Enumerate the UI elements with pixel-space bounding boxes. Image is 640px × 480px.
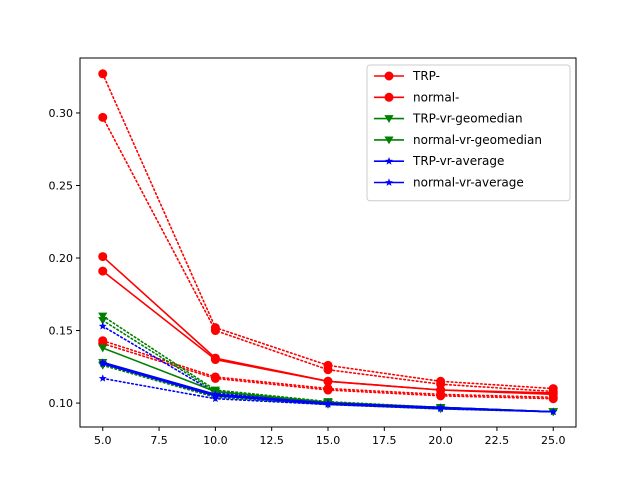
legend-entry: TRP-vr-geomedian — [374, 112, 523, 126]
series-1 — [98, 266, 558, 399]
y-tick-label: 0.25 — [49, 179, 74, 192]
legend-marker — [384, 136, 394, 145]
legend-marker — [384, 71, 394, 81]
legend-label: normal-vr-geomedian — [413, 133, 542, 147]
data-point — [549, 407, 558, 416]
y-tick-label: 0.30 — [49, 107, 74, 120]
legend-label: TRP-vr-average — [412, 154, 504, 168]
legend-entry: normal- — [374, 90, 459, 104]
data-point — [98, 344, 108, 353]
legend-label: TRP-vr-geomedian — [412, 112, 523, 126]
x-tick-label: 20.0 — [428, 434, 453, 447]
x-tick-label: 15.0 — [316, 434, 341, 447]
y-tick-label: 0.15 — [49, 325, 74, 338]
legend-label: TRP- — [412, 69, 440, 83]
data-point — [324, 399, 332, 408]
legend-entry: normal-vr-geomedian — [374, 133, 542, 147]
legend-marker — [385, 157, 393, 165]
x-tick-label: 22.5 — [485, 434, 510, 447]
x-axis: 5.0 7.5 10.0 12.5 15.0 17.5 20.0 22.5 25.0 — [94, 427, 565, 447]
data-point — [98, 321, 107, 330]
data-point — [210, 373, 220, 383]
data-point — [323, 376, 333, 386]
data-point — [436, 385, 446, 395]
x-tick-label: 7.5 — [150, 434, 168, 447]
series-line — [101, 116, 555, 393]
legend-entry: normal-vr-average — [374, 176, 524, 190]
data-point — [98, 112, 108, 122]
data-point — [548, 389, 558, 399]
solid-series-group — [98, 252, 558, 417]
data-point — [98, 316, 108, 325]
x-tick-label: 12.5 — [259, 434, 284, 447]
data-point — [211, 391, 220, 400]
legend-entry: TRP-vr-average — [374, 154, 504, 168]
data-point — [98, 266, 108, 276]
x-tick-label: 17.5 — [372, 434, 397, 447]
legend-entry: TRP- — [374, 69, 440, 83]
x-tick-label: 5.0 — [94, 434, 112, 447]
legend-box — [366, 64, 571, 202]
data-point — [98, 312, 108, 321]
legend-marker — [384, 115, 394, 123]
data-point — [210, 355, 220, 365]
data-point — [98, 252, 108, 262]
data-point — [98, 69, 108, 79]
y-tick-label: 0.20 — [49, 252, 74, 265]
legend-marker — [385, 178, 393, 186]
legend-label: normal- — [413, 90, 459, 104]
legend-marker — [384, 92, 394, 102]
legend: TRP-normal- TRP-vr-geomedian normal-vr-geo… — [366, 64, 571, 202]
legend-label: normal-vr-average — [413, 176, 524, 190]
data-point — [210, 326, 220, 336]
x-tick-label: 10.0 — [203, 434, 228, 447]
y-tick-label: 0.10 — [49, 397, 74, 410]
y-axis: 0.10 0.15 0.20 0.25 0.30 — [49, 107, 80, 410]
x-tick-label: 25.0 — [541, 434, 566, 447]
data-point — [436, 403, 445, 412]
data-point — [98, 359, 107, 368]
dotted-series-1 — [98, 112, 558, 396]
series-5 — [98, 359, 558, 416]
data-point — [323, 365, 333, 375]
data-point — [98, 374, 107, 382]
data-point — [323, 385, 333, 395]
